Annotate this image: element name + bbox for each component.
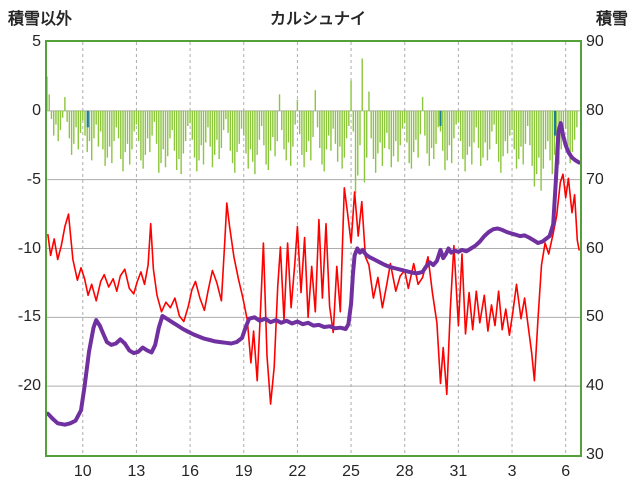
x-axis-tick: 19 bbox=[234, 463, 253, 480]
right-axis-tick: 50 bbox=[586, 308, 604, 326]
chart-title: カルシュナイ bbox=[269, 11, 366, 28]
left-axis-tick: 5 bbox=[32, 33, 41, 50]
chart-plot bbox=[47, 42, 580, 455]
left-axis-tick: -10 bbox=[17, 239, 41, 257]
x-axis-tick: 6 bbox=[561, 463, 571, 480]
right-axis-tick: 60 bbox=[586, 239, 604, 257]
right-axis-tick: 70 bbox=[586, 170, 604, 188]
right-axis-tick: 40 bbox=[586, 377, 604, 395]
x-axis-tick: 22 bbox=[288, 463, 307, 480]
right-axis-tick: 30 bbox=[586, 446, 604, 463]
x-axis-tick: 28 bbox=[395, 463, 414, 480]
x-axis-tick: 31 bbox=[449, 463, 468, 480]
left-axis-tick: -20 bbox=[17, 377, 41, 395]
x-axis-tick: 3 bbox=[507, 463, 517, 480]
x-axis-tick: 16 bbox=[181, 463, 199, 480]
x-axis-tick: 25 bbox=[342, 463, 360, 480]
x-axis-tick: 10 bbox=[73, 463, 92, 480]
x-axis-tick: 13 bbox=[127, 463, 146, 480]
right-axis-title: 積雪 bbox=[595, 11, 628, 28]
right-axis-tick: 90 bbox=[586, 33, 604, 50]
left-axis-tick: -5 bbox=[26, 170, 41, 188]
left-axis-title: 積雪以外 bbox=[8, 11, 73, 28]
left-axis-tick: 0 bbox=[32, 101, 41, 119]
left-axis-tick: -15 bbox=[17, 308, 41, 326]
plot-area bbox=[45, 40, 582, 457]
right-axis-tick: 80 bbox=[586, 101, 604, 119]
